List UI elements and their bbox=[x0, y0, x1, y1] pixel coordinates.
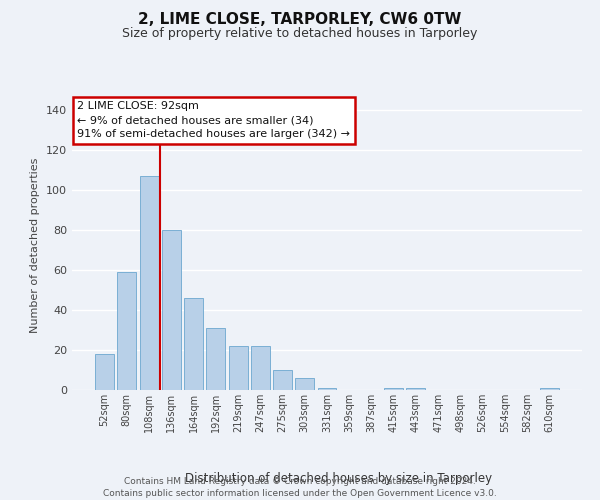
Text: Distribution of detached houses by size in Tarporley: Distribution of detached houses by size … bbox=[185, 472, 493, 485]
Bar bbox=[273, 370, 292, 390]
Bar bbox=[317, 388, 337, 390]
Bar bbox=[140, 176, 158, 390]
Bar bbox=[251, 346, 270, 390]
Bar bbox=[384, 388, 403, 390]
Bar bbox=[118, 272, 136, 390]
Text: Contains HM Land Registry data © Crown copyright and database right 2024.
Contai: Contains HM Land Registry data © Crown c… bbox=[103, 476, 497, 498]
Text: Size of property relative to detached houses in Tarporley: Size of property relative to detached ho… bbox=[122, 28, 478, 40]
Bar bbox=[406, 388, 425, 390]
Bar bbox=[229, 346, 248, 390]
Bar bbox=[206, 328, 225, 390]
Bar bbox=[295, 378, 314, 390]
Text: 2, LIME CLOSE, TARPORLEY, CW6 0TW: 2, LIME CLOSE, TARPORLEY, CW6 0TW bbox=[139, 12, 461, 28]
Bar bbox=[540, 388, 559, 390]
Bar bbox=[184, 298, 203, 390]
Bar bbox=[95, 354, 114, 390]
Text: 2 LIME CLOSE: 92sqm
← 9% of detached houses are smaller (34)
91% of semi-detache: 2 LIME CLOSE: 92sqm ← 9% of detached hou… bbox=[77, 102, 350, 140]
Bar bbox=[162, 230, 181, 390]
Y-axis label: Number of detached properties: Number of detached properties bbox=[31, 158, 40, 332]
